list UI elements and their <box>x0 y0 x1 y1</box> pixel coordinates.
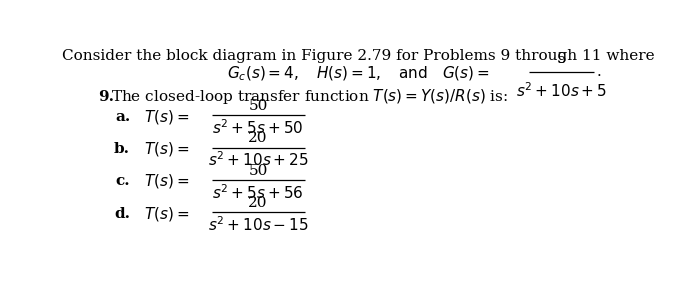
Text: a.: a. <box>115 110 130 124</box>
Text: $s^2 + 10s + 25$: $s^2 + 10s + 25$ <box>208 151 309 169</box>
Text: c.: c. <box>116 174 130 188</box>
Text: 50: 50 <box>248 99 267 113</box>
Text: The closed-loop transfer function $T(s) = Y(s)/R(s)$ is:: The closed-loop transfer function $T(s) … <box>111 87 508 106</box>
Text: Consider the block diagram in Figure 2.79 for Problems 9 through 11 where: Consider the block diagram in Figure 2.7… <box>62 49 655 63</box>
Text: $s^2 + 10s - 15$: $s^2 + 10s - 15$ <box>208 215 309 234</box>
Text: 50: 50 <box>248 164 267 178</box>
Text: $T(s) =$: $T(s) =$ <box>144 108 189 126</box>
Text: b.: b. <box>114 142 130 156</box>
Text: 20: 20 <box>248 196 267 210</box>
Text: $s^2 + 10s + 5$: $s^2 + 10s + 5$ <box>517 81 608 100</box>
Text: 9.: 9. <box>98 90 114 104</box>
Text: $T(s) =$: $T(s) =$ <box>144 173 189 190</box>
Text: 20: 20 <box>248 131 267 145</box>
Text: $T(s) =$: $T(s) =$ <box>144 140 189 158</box>
Text: $T(s) =$: $T(s) =$ <box>144 205 189 223</box>
Text: d.: d. <box>114 207 130 221</box>
Text: $s^2 + 5s + 50$: $s^2 + 5s + 50$ <box>212 118 304 137</box>
Text: 5: 5 <box>557 52 566 66</box>
Text: .: . <box>596 65 601 79</box>
Text: $s^2 + 5s + 56$: $s^2 + 5s + 56$ <box>212 183 304 202</box>
Text: $G_c(s) = 4, \quad H(s) = 1, \quad \mathrm{and} \quad G(s) =$: $G_c(s) = 4, \quad H(s) = 1, \quad \math… <box>228 65 490 83</box>
